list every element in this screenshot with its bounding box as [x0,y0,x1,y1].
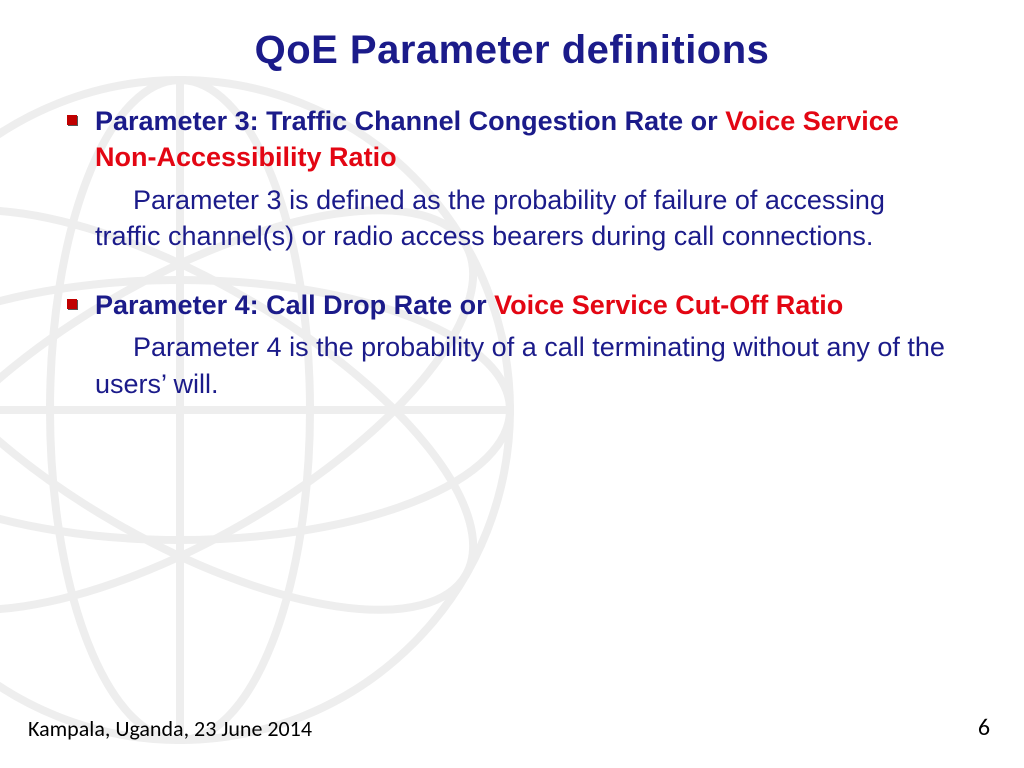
param-red: Voice Service Cut-Off Ratio [494,290,843,320]
slide-content: Parameter 3: Traffic Channel Congestion … [0,73,1024,402]
param-main: Call Drop Rate or [266,290,494,320]
bullet-icon [67,299,77,309]
bullet-item: Parameter 3: Traffic Channel Congestion … [95,103,954,255]
bullet-item: Parameter 4: Call Drop Rate or Voice Ser… [95,287,954,402]
slide-title: QoE Parameter definitions [0,0,1024,73]
item-heading: Parameter 4: Call Drop Rate or Voice Ser… [95,287,954,323]
param-main: Traffic Channel Congestion Rate or [266,106,725,136]
item-description: Parameter 4 is the probability of a call… [95,329,954,402]
footer-location-date: Kampala, Uganda, 23 June 2014 [28,715,312,742]
footer-page-number: 6 [978,713,990,742]
bullet-icon [67,115,77,125]
param-prefix: Parameter 3: [95,106,259,136]
item-description: Parameter 3 is defined as the probabilit… [95,182,954,255]
item-heading: Parameter 3: Traffic Channel Congestion … [95,103,954,176]
slide-container: QoE Parameter definitions Parameter 3: T… [0,0,1024,768]
param-prefix: Parameter 4: [95,290,259,320]
